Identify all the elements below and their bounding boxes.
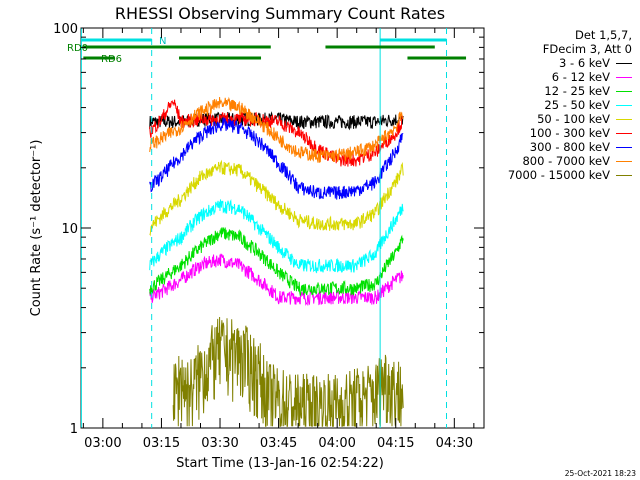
x-tick-label: 03:30 bbox=[201, 436, 238, 451]
legend-entry-2: 12 - 25 keV bbox=[544, 84, 632, 98]
n-label: N bbox=[159, 36, 166, 47]
footer-timestamp: 25-Oct-2021 18:23 bbox=[565, 469, 636, 478]
legend-entry-label: 800 - 7000 keV bbox=[522, 154, 610, 168]
rd6-label: RD6 bbox=[101, 54, 122, 65]
legend-swatch bbox=[616, 147, 632, 148]
x-tick-label: 04:15 bbox=[377, 436, 414, 451]
legend-header-1: FDecim 3, Att 0 bbox=[542, 42, 632, 56]
legend-swatch bbox=[616, 175, 632, 176]
overlay-layer: RD0 RD6 N bbox=[67, 28, 467, 428]
legend-entry-6: 300 - 800 keV bbox=[530, 140, 632, 154]
x-tick-label: 03:45 bbox=[260, 436, 297, 451]
legend-swatch bbox=[616, 77, 632, 78]
legend-swatch bbox=[616, 63, 632, 64]
series-7-line bbox=[149, 96, 404, 163]
x-tick-label: 04:00 bbox=[318, 436, 355, 451]
legend-swatch bbox=[616, 161, 632, 162]
rd0-label: RD0 bbox=[67, 43, 88, 54]
legend-swatch bbox=[616, 133, 632, 134]
legend-entry-8: 7000 - 15000 keV bbox=[508, 168, 632, 182]
legend-swatch bbox=[616, 119, 632, 120]
y-axis-label: Count Rate (s⁻¹ detector⁻¹) bbox=[29, 140, 44, 317]
chart-title: RHESSI Observing Summary Count Rates bbox=[115, 4, 445, 23]
series-2-line bbox=[149, 227, 404, 297]
legend-entry-label: 12 - 25 keV bbox=[544, 84, 610, 98]
series-4-line bbox=[149, 159, 404, 237]
series-1-line bbox=[149, 253, 404, 307]
legend-entry-label: 3 - 6 keV bbox=[559, 56, 610, 70]
legend-entry-label: 6 - 12 keV bbox=[551, 70, 610, 84]
legend-entry-label: 7000 - 15000 keV bbox=[507, 168, 610, 182]
legend-entry-0: 3 - 6 keV bbox=[559, 56, 632, 70]
legend-entry-7: 800 - 7000 keV bbox=[522, 154, 632, 168]
x-axis-label: Start Time (13-Jan-16 02:54:22) bbox=[176, 456, 384, 471]
legend-entry-4: 50 - 100 keV bbox=[537, 112, 632, 126]
series-layer bbox=[149, 96, 404, 427]
plot-frame bbox=[80, 27, 485, 429]
axis-layer: 1 10 100 03:00 03:15 03:30 03:45 04:00 04:15 04:3… bbox=[53, 22, 484, 451]
legend-entry-1: 6 - 12 keV bbox=[552, 70, 632, 84]
legend-entry-label: 50 - 100 keV bbox=[537, 112, 610, 126]
legend-entry-label: 25 - 50 keV bbox=[544, 98, 610, 112]
legend-swatch bbox=[616, 105, 632, 106]
x-tick-label: 03:00 bbox=[84, 436, 121, 451]
y-tick-label: 10 bbox=[61, 222, 78, 237]
series-8-line bbox=[172, 316, 404, 427]
x-tick-label: 03:15 bbox=[143, 436, 180, 451]
series-6-line bbox=[149, 116, 404, 200]
legend-entry-3: 25 - 50 keV bbox=[544, 98, 632, 112]
legend-entry-label: 300 - 800 keV bbox=[529, 140, 610, 154]
x-tick-label: 04:30 bbox=[436, 436, 473, 451]
y-tick-label: 1 bbox=[70, 422, 78, 437]
legend-swatch bbox=[616, 91, 632, 92]
legend-entry-label: 100 - 300 keV bbox=[529, 126, 610, 140]
series-3-line bbox=[149, 199, 404, 274]
legend-entry-5: 100 - 300 keV bbox=[530, 126, 632, 140]
legend-header-0: Det 1,5,7, bbox=[574, 28, 632, 42]
y-tick-label: 100 bbox=[53, 22, 78, 37]
